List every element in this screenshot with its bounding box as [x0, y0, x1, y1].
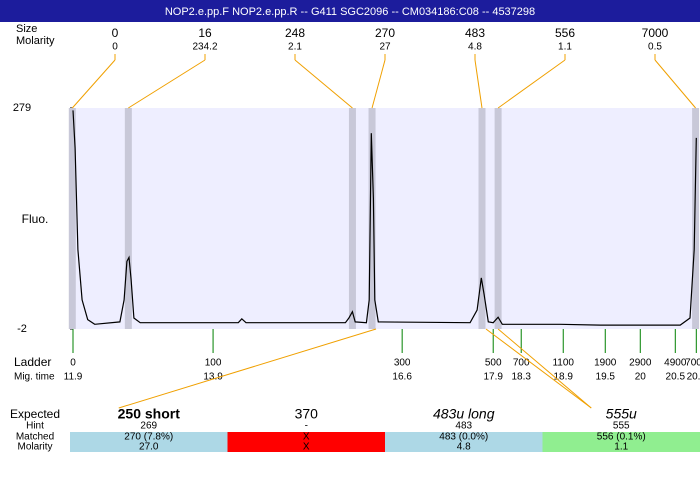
ladder-size: 4900 — [664, 358, 687, 369]
title: NOP2.e.pp.F NOP2.e.pp.R -- G411 SGC2096 … — [165, 6, 535, 18]
expected: 250 short — [118, 406, 181, 422]
expected: 555u — [606, 406, 637, 422]
ladder-time: 20.5 — [666, 372, 686, 383]
match-connector — [497, 328, 592, 409]
row-label: Expected — [10, 407, 60, 421]
peak-band — [348, 108, 356, 329]
peak-connector — [654, 59, 696, 109]
peak-band — [124, 108, 132, 329]
ladder-time: 11.9 — [64, 372, 83, 383]
status-cell — [227, 432, 385, 452]
peak-molarity: 2.1 — [288, 42, 302, 53]
matched: 270 (7.8%) — [124, 432, 173, 443]
y-tick-label: 279 — [13, 102, 31, 114]
ladder-time: 17.9 — [483, 372, 503, 383]
molarity: X — [303, 442, 310, 453]
ladder-time: 16.6 — [392, 372, 412, 383]
peak-molarity: 27 — [379, 42, 391, 53]
row-label: Matched — [16, 432, 54, 443]
ladder-time: 18.3 — [511, 372, 531, 383]
size-label: Size — [16, 23, 37, 35]
matched: 556 (0.1%) — [597, 432, 646, 443]
ladder-size: 2900 — [629, 358, 652, 369]
peak-connector — [371, 59, 386, 109]
expected: 370 — [295, 406, 319, 422]
peak-size: 270 — [375, 26, 395, 40]
peak-band — [478, 108, 486, 329]
peak-size: 483 — [465, 26, 485, 40]
status-cell — [385, 432, 543, 452]
ladder-size: 1900 — [594, 358, 617, 369]
ladder-size: 7000 — [685, 358, 700, 369]
match-connector — [118, 328, 377, 409]
hint: 483 — [455, 421, 472, 432]
ladder-size: 0 — [70, 358, 76, 369]
mig-time-label: Mig. time — [14, 372, 55, 383]
peak-size: 248 — [285, 26, 305, 40]
peak-size: 0 — [112, 26, 119, 40]
row-label: Hint — [26, 421, 44, 432]
ladder-time: 19.5 — [596, 372, 616, 383]
peak-band — [368, 108, 376, 329]
y-tick-label: -2 — [17, 323, 27, 335]
trace-line — [72, 110, 697, 326]
matched: X — [303, 432, 310, 443]
ladder-time: 18.9 — [554, 372, 574, 383]
status-cell — [542, 432, 700, 452]
peak-molarity: 234.2 — [192, 42, 217, 53]
peak-size: 7000 — [642, 26, 669, 40]
plot-area — [73, 108, 697, 329]
expected: 483u long — [433, 406, 495, 422]
peak-size: 16 — [198, 26, 212, 40]
status-cell — [70, 432, 228, 452]
matched: 483 (0.0%) — [439, 432, 488, 443]
hint: 555 — [613, 421, 630, 432]
peak-connector — [128, 59, 206, 109]
peak-molarity: 4.8 — [468, 42, 482, 53]
ladder-label: Ladder — [14, 355, 51, 369]
molarity: 4.8 — [457, 442, 471, 453]
peak-band — [494, 108, 502, 329]
molarity: 27.0 — [139, 442, 159, 453]
hint: - — [305, 421, 308, 432]
peak-molarity: 1.1 — [558, 42, 572, 53]
title-bar — [0, 0, 700, 22]
molarity: 1.1 — [614, 442, 628, 453]
peak-band — [692, 108, 700, 329]
ladder-time: 13.9 — [203, 372, 223, 383]
peak-molarity: 0 — [112, 42, 118, 53]
match-connector — [485, 328, 592, 409]
ladder-time: 20.8 — [687, 372, 700, 383]
ladder-size: 300 — [394, 358, 411, 369]
peak-connector — [71, 59, 116, 109]
row-label: Molarity — [17, 442, 52, 453]
peak-connector — [497, 59, 566, 109]
ladder-size: 500 — [485, 358, 502, 369]
peak-molarity: 0.5 — [648, 42, 662, 53]
y-axis-label: Fluo. — [22, 212, 49, 226]
hint: 269 — [140, 421, 157, 432]
ladder-size: 1100 — [552, 358, 574, 369]
peak-connector — [474, 59, 483, 109]
peak-connector — [294, 59, 353, 109]
molarity-label: Molarity — [16, 35, 55, 47]
peak-size: 556 — [555, 26, 575, 40]
peak-band — [68, 108, 76, 329]
ladder-size: 100 — [205, 358, 222, 369]
ladder-size: 700 — [513, 358, 530, 369]
ladder-time: 20 — [635, 372, 647, 383]
